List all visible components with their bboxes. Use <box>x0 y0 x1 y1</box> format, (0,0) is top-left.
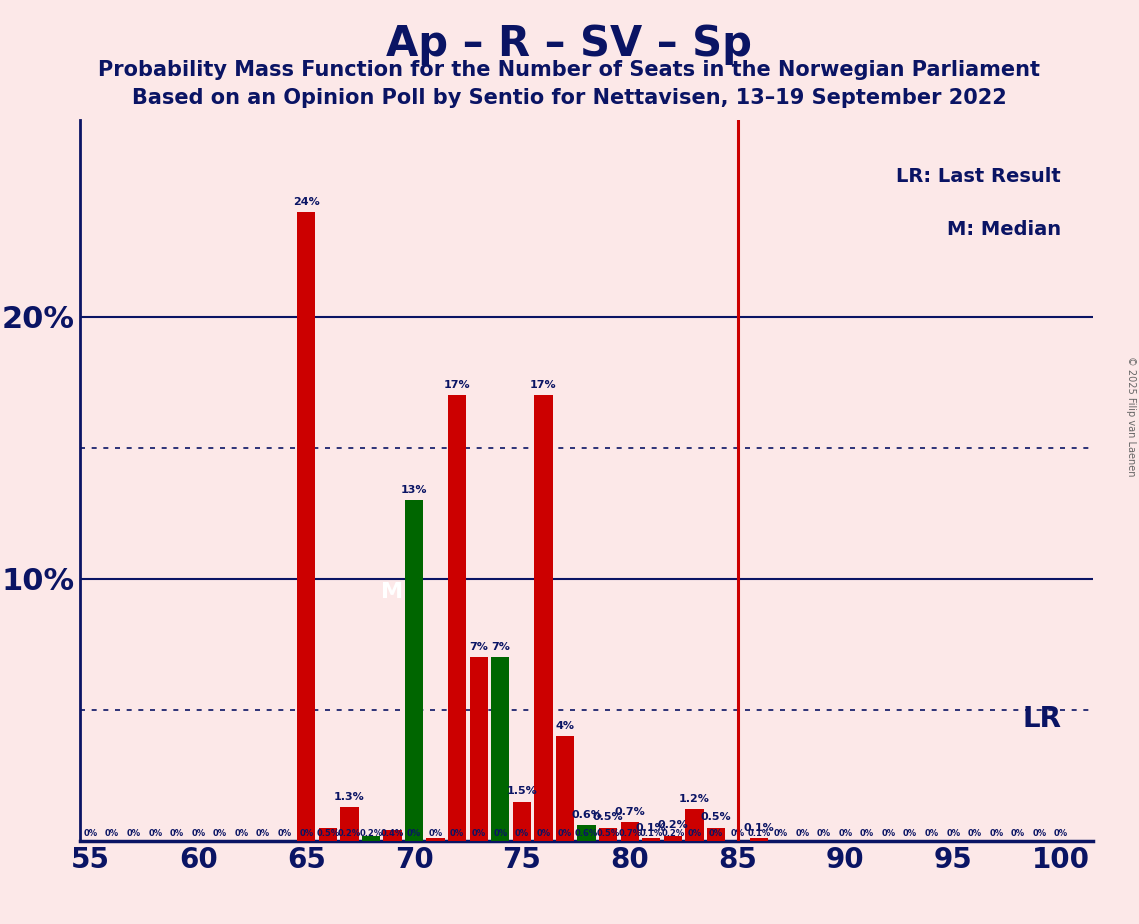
Bar <box>556 736 574 841</box>
Text: 0%: 0% <box>235 829 248 838</box>
Text: LR: LR <box>1022 705 1062 733</box>
Text: 17%: 17% <box>530 380 557 390</box>
Text: 0%: 0% <box>947 829 960 838</box>
Text: 0%: 0% <box>860 829 874 838</box>
Bar <box>297 212 316 841</box>
Bar <box>319 828 337 841</box>
Text: 0%: 0% <box>730 829 745 838</box>
Bar <box>513 801 531 841</box>
Text: 7%: 7% <box>469 642 489 652</box>
Text: 0%: 0% <box>515 829 528 838</box>
Text: 0%: 0% <box>708 829 723 838</box>
Text: 0%: 0% <box>773 829 788 838</box>
Bar <box>362 835 380 841</box>
Text: 0%: 0% <box>105 829 120 838</box>
Bar <box>341 807 359 841</box>
Text: 0%: 0% <box>300 829 313 838</box>
Text: 0%: 0% <box>148 829 162 838</box>
Text: 1.5%: 1.5% <box>507 786 538 796</box>
Bar <box>686 809 704 841</box>
Text: 0.2%: 0.2% <box>662 829 685 838</box>
Text: 0%: 0% <box>256 829 270 838</box>
Text: 0.5%: 0.5% <box>700 812 731 822</box>
Bar <box>621 822 639 841</box>
Text: 0%: 0% <box>170 829 183 838</box>
Text: 0%: 0% <box>83 829 98 838</box>
Text: 0%: 0% <box>1054 829 1068 838</box>
Bar <box>749 838 769 841</box>
Text: Ap – R – SV – Sp: Ap – R – SV – Sp <box>386 23 753 65</box>
Text: 0.2%: 0.2% <box>657 821 688 831</box>
Text: 0%: 0% <box>493 829 507 838</box>
Text: 0%: 0% <box>795 829 810 838</box>
Text: 7%: 7% <box>491 642 510 652</box>
Text: 0%: 0% <box>450 829 465 838</box>
Text: 0%: 0% <box>126 829 141 838</box>
Text: 0%: 0% <box>278 829 292 838</box>
Text: 1.2%: 1.2% <box>679 794 710 804</box>
Text: 0%: 0% <box>882 829 895 838</box>
Text: 0%: 0% <box>990 829 1003 838</box>
Bar <box>707 828 726 841</box>
Text: M: M <box>382 582 403 602</box>
Text: 0.1%: 0.1% <box>744 823 775 833</box>
Text: 0%: 0% <box>1011 829 1025 838</box>
Text: LR: Last Result: LR: Last Result <box>896 167 1062 187</box>
Text: 0%: 0% <box>407 829 421 838</box>
Text: 0.1%: 0.1% <box>636 823 666 833</box>
Bar <box>599 828 617 841</box>
Text: 0%: 0% <box>558 829 572 838</box>
Text: 0%: 0% <box>1032 829 1047 838</box>
Text: 0%: 0% <box>817 829 830 838</box>
Text: 0.5%: 0.5% <box>317 829 339 838</box>
Text: 24%: 24% <box>293 197 320 207</box>
Text: 17%: 17% <box>444 380 470 390</box>
Text: 0%: 0% <box>925 829 939 838</box>
Text: © 2025 Filip van Laenen: © 2025 Filip van Laenen <box>1126 356 1136 476</box>
Bar <box>491 657 509 841</box>
Text: 0%: 0% <box>472 829 486 838</box>
Text: 0.2%: 0.2% <box>337 829 361 838</box>
Text: 13%: 13% <box>401 485 427 495</box>
Text: 0%: 0% <box>191 829 205 838</box>
Bar <box>664 835 682 841</box>
Text: 0.4%: 0.4% <box>380 829 404 838</box>
Text: 0.7%: 0.7% <box>618 829 641 838</box>
Text: 0%: 0% <box>428 829 443 838</box>
Text: 0.6%: 0.6% <box>571 809 603 820</box>
Text: 0.1%: 0.1% <box>640 829 663 838</box>
Text: M: Median: M: Median <box>947 220 1062 238</box>
Text: 0%: 0% <box>687 829 702 838</box>
Bar <box>426 838 444 841</box>
Text: 0.1%: 0.1% <box>747 829 771 838</box>
Text: 0%: 0% <box>213 829 227 838</box>
Text: 0%: 0% <box>968 829 982 838</box>
Bar <box>534 395 552 841</box>
Text: 0.5%: 0.5% <box>597 829 620 838</box>
Bar <box>384 831 402 841</box>
Text: 0%: 0% <box>838 829 852 838</box>
Text: 0.5%: 0.5% <box>592 812 623 822</box>
Text: Based on an Opinion Poll by Sentio for Nettavisen, 13–19 September 2022: Based on an Opinion Poll by Sentio for N… <box>132 88 1007 108</box>
Bar <box>577 825 596 841</box>
Text: 1.3%: 1.3% <box>334 792 364 801</box>
Text: 0.6%: 0.6% <box>575 829 598 838</box>
Text: 0.7%: 0.7% <box>614 808 645 817</box>
Text: 0%: 0% <box>536 829 550 838</box>
Text: 4%: 4% <box>556 721 574 731</box>
Bar <box>642 838 661 841</box>
Bar <box>469 657 487 841</box>
Text: 0.2%: 0.2% <box>359 829 383 838</box>
Text: 0%: 0% <box>903 829 917 838</box>
Bar <box>404 500 424 841</box>
Bar <box>448 395 466 841</box>
Text: Probability Mass Function for the Number of Seats in the Norwegian Parliament: Probability Mass Function for the Number… <box>98 60 1041 80</box>
